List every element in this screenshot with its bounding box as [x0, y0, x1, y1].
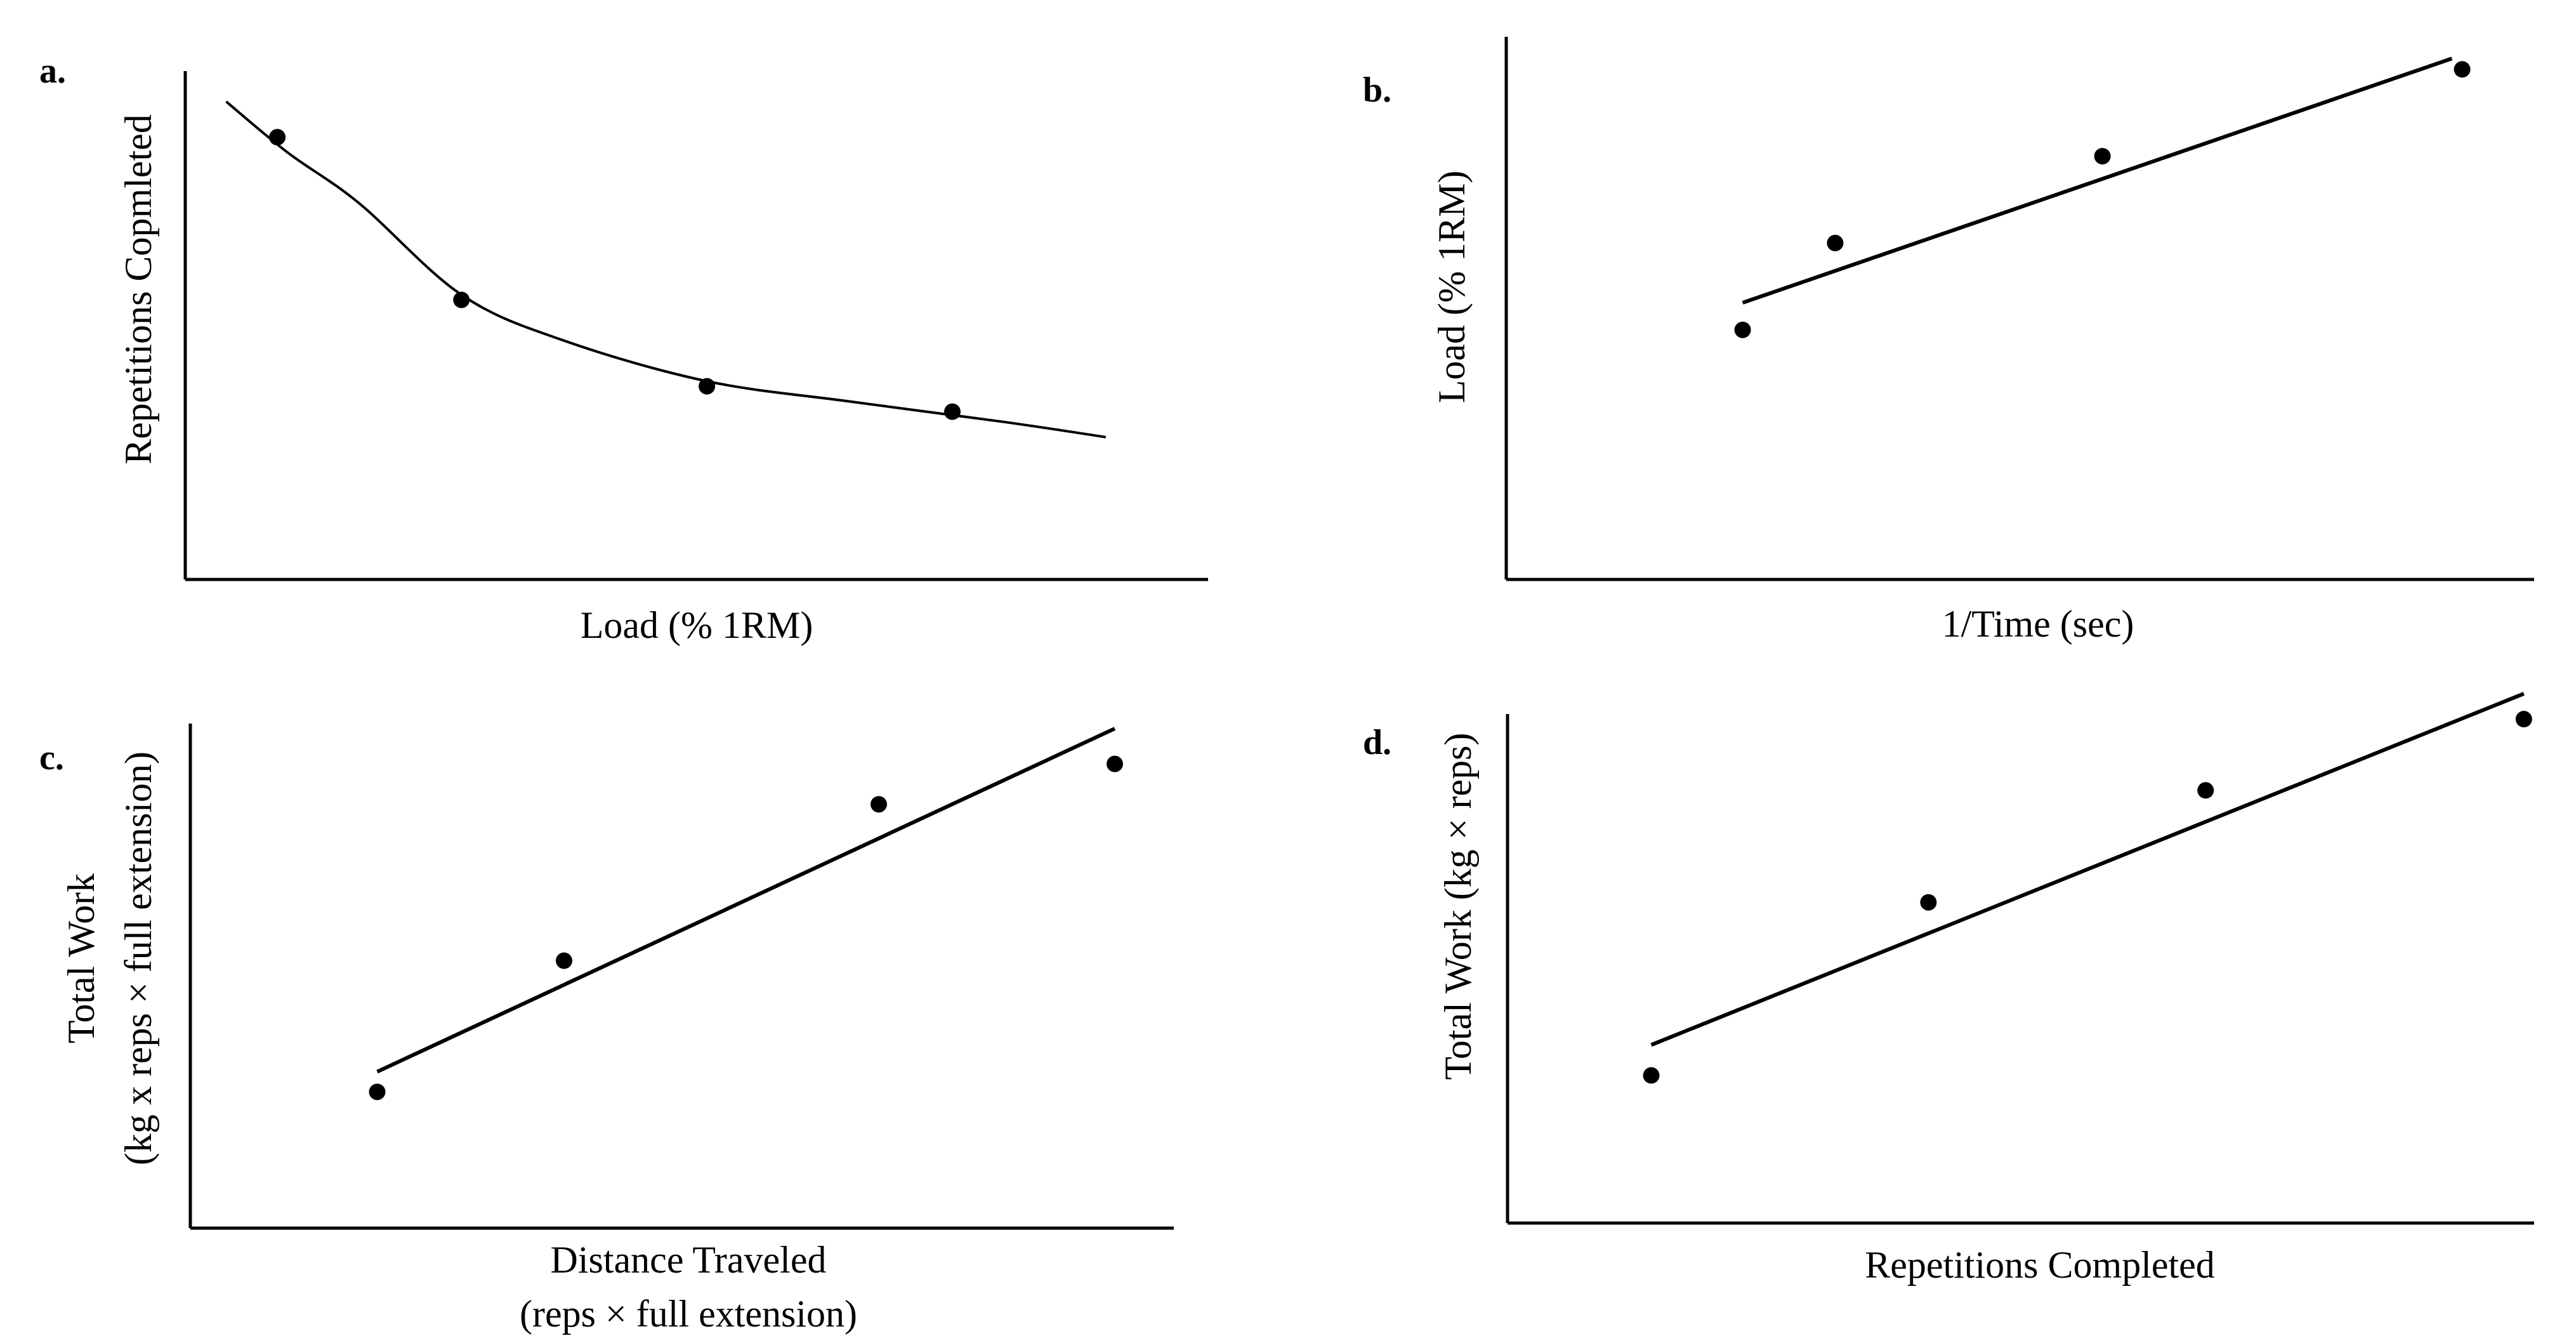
fit-line-d: [1650, 692, 2525, 1047]
data-point-c-3: [871, 796, 887, 813]
y-axis-label-b: Load (% 1RM): [1431, 171, 1473, 404]
panel-a: a. Load (% 1RM) Repetitions Copmleted: [39, 51, 1208, 646]
x-axis-label-a: Load (% 1RM): [581, 604, 813, 646]
panel-b: b. 1/Time (sec) Load (% 1RM): [1363, 37, 2534, 645]
data-point-c-4: [1107, 755, 1123, 772]
data-point-a-2: [453, 291, 470, 308]
data-point-d-1: [1643, 1067, 1660, 1084]
fit-line-c: [376, 727, 1116, 1074]
panel-d: d. Repetitions Completed Total Work (kg …: [1363, 692, 2534, 1286]
data-point-a-4: [944, 403, 961, 420]
data-point-d-4: [2515, 711, 2532, 728]
x-axis-label-d: Repetitions Completed: [1865, 1244, 2215, 1286]
panel-label-c: c.: [39, 738, 64, 777]
panel-label-a: a.: [39, 51, 66, 91]
data-point-c-2: [556, 952, 572, 969]
y-axis-label-c: Total Work: [60, 873, 102, 1043]
x-axis-label-c: Distance Traveled: [551, 1239, 827, 1281]
panel-label-b: b.: [1363, 70, 1391, 110]
data-point-b-4: [2454, 61, 2471, 78]
plot-area-a: [225, 100, 1107, 439]
data-point-a-3: [699, 378, 716, 395]
y-axis-label-a: Repetitions Copmleted: [117, 114, 159, 465]
data-point-d-2: [1920, 894, 1937, 911]
plot-area-b: [1734, 56, 2471, 338]
panel-c: c. Distance Traveled (reps × full extens…: [39, 724, 1174, 1335]
data-point-b-3: [2094, 148, 2111, 165]
data-point-a-1: [269, 129, 286, 146]
data-point-b-2: [1827, 234, 1844, 251]
data-point-d-3: [2197, 782, 2214, 799]
x-axis-label-b: 1/Time (sec): [1942, 603, 2134, 645]
fit-curve-a: [225, 100, 1107, 439]
y-axis-label-c-line2: (kg x reps × full extension): [117, 751, 159, 1165]
panel-label-d: d.: [1363, 723, 1391, 762]
fit-line-b: [1742, 56, 2453, 305]
x-axis-label-c-line2: (reps × full extension): [520, 1293, 857, 1335]
data-point-c-1: [369, 1083, 386, 1101]
plot-area-d: [1643, 692, 2532, 1084]
data-point-b-1: [1734, 321, 1751, 338]
y-axis-label-d: Total Work (kg × reps): [1437, 733, 1479, 1080]
plot-area-c: [369, 727, 1123, 1101]
